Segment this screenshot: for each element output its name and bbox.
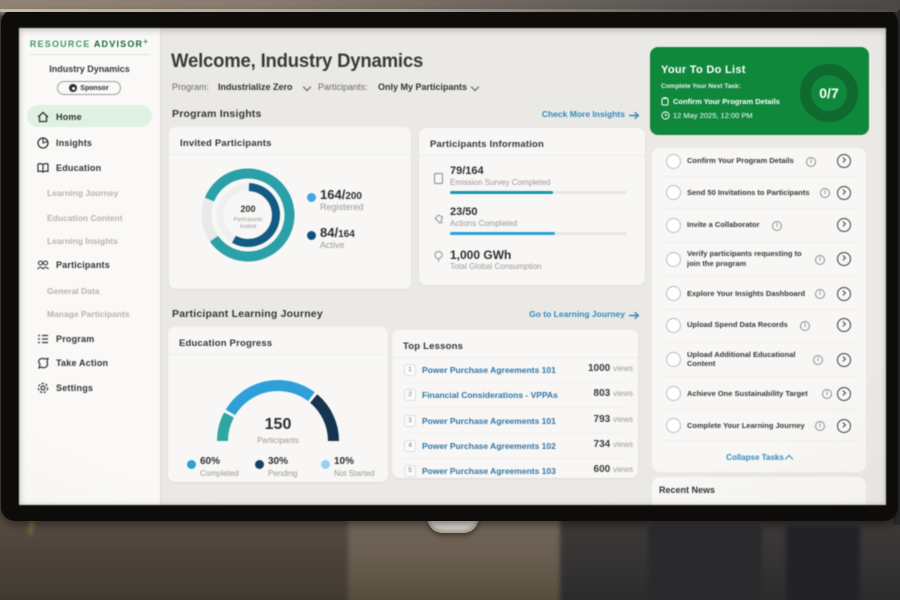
svg-text:200: 200 — [240, 204, 255, 214]
svg-text:Participants: Participants — [234, 217, 263, 223]
svg-text:Invited: Invited — [240, 224, 256, 230]
